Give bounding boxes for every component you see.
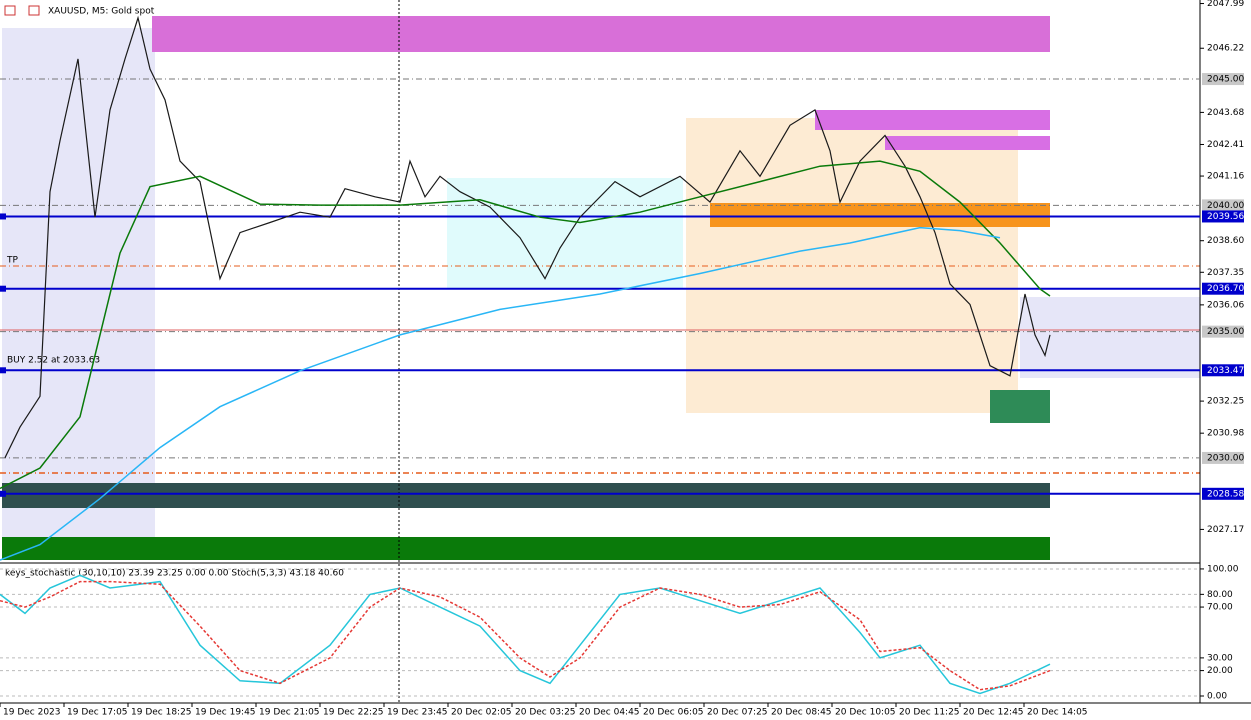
- series-line: [4, 15, 1051, 458]
- y-tick-label: 2036.06: [1207, 300, 1244, 310]
- level-label: 2028.58: [1207, 489, 1244, 499]
- x-tick-label: 19 Dec 18:25: [131, 708, 192, 718]
- y-tick-label: 0.00: [1207, 692, 1227, 702]
- level-label: 2040.00: [1207, 201, 1244, 211]
- zone: [2, 28, 155, 545]
- x-tick-label: 20 Dec 02:05: [451, 708, 512, 718]
- y-tick-label: 100.00: [1207, 564, 1239, 574]
- zone: [710, 203, 1050, 227]
- level-label: 2033.47: [1207, 366, 1244, 376]
- y-tick-label: 2046.22: [1207, 44, 1244, 54]
- y-tick-label: 2037.35: [1207, 268, 1244, 278]
- zone: [2, 483, 1050, 508]
- x-tick-label: 19 Dec 23:45: [387, 708, 448, 718]
- x-tick-label: 20 Dec 08:45: [771, 708, 832, 718]
- level-label-box: [1202, 282, 1244, 295]
- y-tick-label: 2047.99: [1207, 0, 1244, 9]
- y-tick-label: 2041.16: [1207, 172, 1244, 182]
- level-handle: [0, 213, 6, 220]
- y-tick-label: 70.00: [1207, 603, 1233, 613]
- zone: [885, 136, 1050, 150]
- level-handle: [0, 285, 6, 292]
- x-tick-label: 19 Dec 21:05: [259, 708, 320, 718]
- level-label: 2039.56: [1207, 212, 1244, 222]
- level-label: 2036.70: [1207, 284, 1244, 294]
- y-tick-label: 2043.68: [1207, 108, 1244, 118]
- zone: [815, 110, 1050, 130]
- x-tick-label: 19 Dec 2023: [3, 708, 61, 718]
- y-tick-label: 2042.41: [1207, 140, 1244, 150]
- x-tick-label: 20 Dec 10:05: [835, 708, 896, 718]
- series-line: [0, 574, 1051, 695]
- x-tick-label: 20 Dec 12:45: [963, 708, 1024, 718]
- x-tick-label: 20 Dec 03:25: [515, 708, 576, 718]
- y-tick-label: 2038.60: [1207, 236, 1244, 246]
- zone: [1020, 297, 1200, 378]
- level-label: 2030.00: [1207, 453, 1244, 463]
- zone: [152, 16, 1050, 52]
- x-tick-label: 20 Dec 04:45: [579, 708, 640, 718]
- y-tick-label: 80.00: [1207, 590, 1233, 600]
- level-label-box: [1202, 325, 1244, 338]
- x-tick-label: 20 Dec 11:25: [899, 708, 960, 718]
- level-label-box: [1202, 451, 1244, 464]
- level-handle: [0, 367, 6, 374]
- icon[interactable]: [28, 5, 40, 16]
- level-label-box: [1202, 73, 1244, 86]
- chart-title: XAUUSD, M5: Gold spot: [48, 7, 155, 17]
- level-label-box: [1202, 487, 1244, 500]
- zone: [447, 178, 683, 288]
- x-tick-label: 19 Dec 19:45: [195, 708, 256, 718]
- zone: [990, 390, 1050, 423]
- level-label-box: [1202, 199, 1244, 212]
- level-label: 2035.00: [1207, 327, 1244, 337]
- indicator-title: keys_stochastic (30,10,10) 23.39 23.25 0…: [5, 569, 344, 579]
- y-tick-label: 2030.98: [1207, 429, 1244, 439]
- level-label-box: [1202, 210, 1244, 223]
- x-tick-label: 20 Dec 07:25: [707, 708, 768, 718]
- y-tick-label: 2027.17: [1207, 525, 1244, 535]
- zone: [2, 537, 1050, 560]
- y-tick-label: 20.00: [1207, 666, 1233, 676]
- zones: [0, 0, 1200, 703]
- x-tick-label: 19 Dec 17:05: [67, 708, 128, 718]
- x-tick-label: 20 Dec 06:05: [643, 708, 704, 718]
- x-tick-label: 20 Dec 14:05: [1027, 708, 1088, 718]
- level-handle: [0, 490, 6, 497]
- y-tick-label: 2032.25: [1207, 397, 1244, 407]
- level-label: 2045.00: [1207, 75, 1244, 85]
- level-label-box: [1202, 364, 1244, 377]
- x-tick-label: 19 Dec 22:25: [323, 708, 384, 718]
- annotation: TP: [6, 256, 18, 266]
- series-line: [0, 226, 1001, 561]
- annotation: BUY 2.52 at 2033.63: [7, 356, 100, 366]
- series-line: [0, 160, 1051, 490]
- icon[interactable]: [4, 5, 16, 16]
- y-tick-label: 30.00: [1207, 653, 1233, 663]
